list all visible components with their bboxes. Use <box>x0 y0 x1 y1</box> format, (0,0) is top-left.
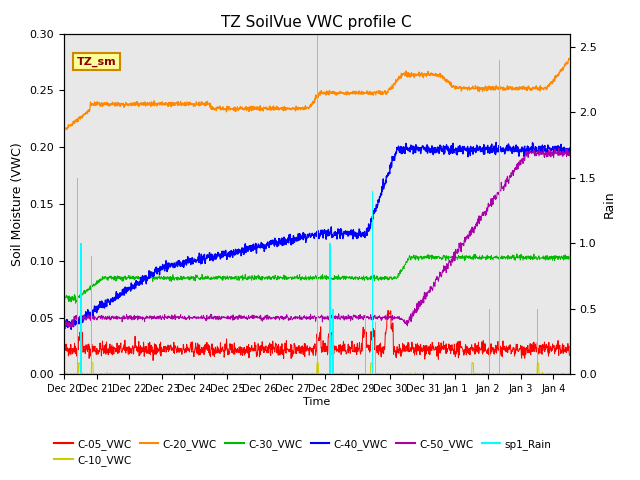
C-10_VWC <box>161 371 168 377</box>
Bar <box>77 178 78 374</box>
C-30_VWC <box>151 276 159 282</box>
C-40_VWC <box>443 145 451 151</box>
C-40_VWC <box>151 266 159 272</box>
C-50_VWC <box>151 315 159 321</box>
C-05_VWC <box>444 349 451 355</box>
C-20_VWC <box>566 56 573 61</box>
C-20_VWC <box>61 128 68 133</box>
C-40_VWC <box>206 255 214 261</box>
C-50_VWC <box>555 145 563 151</box>
C-30_VWC <box>72 300 79 306</box>
C-50_VWC <box>566 151 573 156</box>
Bar <box>317 34 319 374</box>
C-05_VWC <box>384 308 392 313</box>
C-10_VWC <box>206 372 214 377</box>
Bar <box>537 309 538 374</box>
C-30_VWC <box>513 251 521 257</box>
Y-axis label: Rain: Rain <box>603 190 616 218</box>
Bar <box>499 60 500 374</box>
C-10_VWC <box>151 371 159 376</box>
C-05_VWC <box>252 348 260 354</box>
C-40_VWC <box>499 145 507 151</box>
C-50_VWC <box>499 184 507 190</box>
Legend: C-05_VWC, C-10_VWC, C-20_VWC, C-30_VWC, C-40_VWC, C-50_VWC, sp1_Rain: C-05_VWC, C-10_VWC, C-20_VWC, C-30_VWC, … <box>50 434 556 470</box>
C-05_VWC <box>499 347 507 352</box>
C-40_VWC <box>566 145 573 151</box>
Title: TZ SoilVue VWC profile C: TZ SoilVue VWC profile C <box>221 15 412 30</box>
C-30_VWC <box>60 297 68 302</box>
C-05_VWC <box>151 348 159 354</box>
Line: C-50_VWC: C-50_VWC <box>64 148 570 328</box>
C-20_VWC <box>60 126 68 132</box>
Bar <box>365 315 366 374</box>
Bar <box>372 191 373 374</box>
C-05_VWC <box>161 344 168 349</box>
Line: C-10_VWC: C-10_VWC <box>64 362 570 374</box>
C-40_VWC <box>161 268 168 274</box>
C-10_VWC <box>60 372 68 377</box>
Y-axis label: Soil Moisture (VWC): Soil Moisture (VWC) <box>11 142 24 266</box>
C-50_VWC <box>61 325 69 331</box>
C-40_VWC <box>60 323 68 329</box>
C-30_VWC <box>161 276 168 282</box>
C-50_VWC <box>161 312 168 317</box>
C-05_VWC <box>566 352 573 358</box>
C-50_VWC <box>206 313 214 319</box>
C-20_VWC <box>151 101 159 107</box>
Line: C-30_VWC: C-30_VWC <box>64 254 570 303</box>
C-20_VWC <box>161 100 168 106</box>
Bar <box>332 309 334 374</box>
Bar <box>80 243 82 374</box>
C-05_VWC <box>149 358 157 363</box>
C-50_VWC <box>252 314 260 320</box>
C-20_VWC <box>252 104 260 110</box>
C-30_VWC <box>566 254 573 260</box>
C-30_VWC <box>206 276 214 282</box>
C-20_VWC <box>499 87 507 93</box>
C-40_VWC <box>67 326 75 332</box>
C-30_VWC <box>499 256 507 262</box>
Line: C-05_VWC: C-05_VWC <box>64 311 570 360</box>
C-10_VWC <box>443 371 451 377</box>
C-40_VWC <box>252 244 260 250</box>
Line: C-20_VWC: C-20_VWC <box>64 59 570 131</box>
C-40_VWC <box>492 140 500 145</box>
C-05_VWC <box>206 350 214 356</box>
C-10_VWC <box>314 360 321 365</box>
Text: TZ_sm: TZ_sm <box>77 56 116 67</box>
Bar <box>375 322 376 374</box>
C-50_VWC <box>60 318 68 324</box>
C-05_VWC <box>60 345 68 350</box>
C-10_VWC <box>252 372 260 377</box>
Bar <box>489 309 490 374</box>
C-50_VWC <box>443 261 451 266</box>
C-20_VWC <box>206 100 214 106</box>
C-30_VWC <box>252 275 260 281</box>
C-10_VWC <box>566 372 573 377</box>
Line: C-40_VWC: C-40_VWC <box>64 143 570 329</box>
Bar <box>91 256 92 374</box>
Bar <box>329 243 330 374</box>
C-20_VWC <box>443 76 451 82</box>
C-10_VWC <box>499 371 507 377</box>
C-30_VWC <box>443 255 451 261</box>
X-axis label: Time: Time <box>303 397 330 407</box>
